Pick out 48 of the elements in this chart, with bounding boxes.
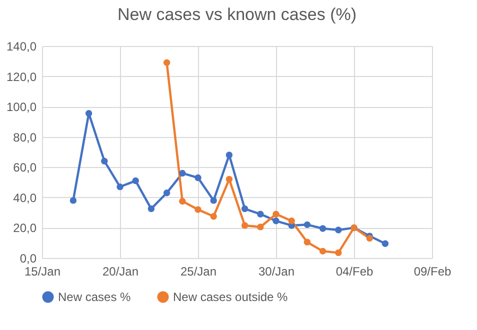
point bbox=[163, 59, 170, 66]
point bbox=[194, 206, 202, 213]
point bbox=[304, 221, 311, 228]
y-tick-label: 0,0 bbox=[20, 252, 37, 266]
point bbox=[272, 218, 280, 224]
point bbox=[257, 224, 264, 230]
x-tick-label: 15/Jan bbox=[24, 264, 61, 278]
point bbox=[101, 158, 108, 164]
x-tick-label: 04/Feb bbox=[336, 264, 374, 278]
point bbox=[257, 210, 264, 218]
point bbox=[226, 152, 233, 158]
point bbox=[226, 176, 233, 183]
x-tick-label: 20/Jan bbox=[102, 264, 139, 278]
y-tick-label: 60,0 bbox=[13, 160, 37, 175]
x-tick-label: 30/Jan bbox=[258, 264, 295, 278]
point bbox=[335, 249, 342, 256]
point bbox=[85, 110, 92, 117]
point bbox=[163, 190, 170, 196]
point bbox=[210, 197, 217, 204]
point bbox=[288, 218, 295, 224]
chart-title: New cases vs known cases (%) bbox=[117, 5, 357, 24]
point bbox=[241, 222, 248, 229]
point bbox=[179, 198, 186, 205]
y-tick-label: 20,0 bbox=[13, 221, 37, 236]
point bbox=[366, 234, 373, 242]
point bbox=[148, 205, 155, 212]
point bbox=[132, 177, 139, 184]
y-tick-label: 40,0 bbox=[13, 190, 37, 205]
point bbox=[116, 183, 124, 190]
y-tick-label: 80,0 bbox=[13, 130, 37, 144]
point bbox=[179, 170, 186, 177]
point bbox=[210, 213, 217, 220]
x-tick-label: 25/Jan bbox=[180, 264, 217, 278]
point bbox=[335, 226, 342, 234]
y-tick-label: 140,0 bbox=[6, 40, 37, 54]
point bbox=[319, 248, 326, 255]
point bbox=[382, 240, 389, 247]
x-tick-label: 09/Feb bbox=[414, 264, 452, 278]
point bbox=[241, 205, 248, 212]
legend-label: New cases % bbox=[58, 290, 132, 304]
y-tick-label: 100,0 bbox=[6, 100, 37, 114]
point bbox=[304, 238, 311, 246]
legend-label: New cases outside % bbox=[173, 290, 288, 304]
point bbox=[319, 225, 326, 232]
point bbox=[70, 197, 77, 204]
y-tick-label: 120,0 bbox=[6, 70, 37, 84]
point bbox=[272, 210, 280, 218]
point bbox=[194, 174, 202, 182]
